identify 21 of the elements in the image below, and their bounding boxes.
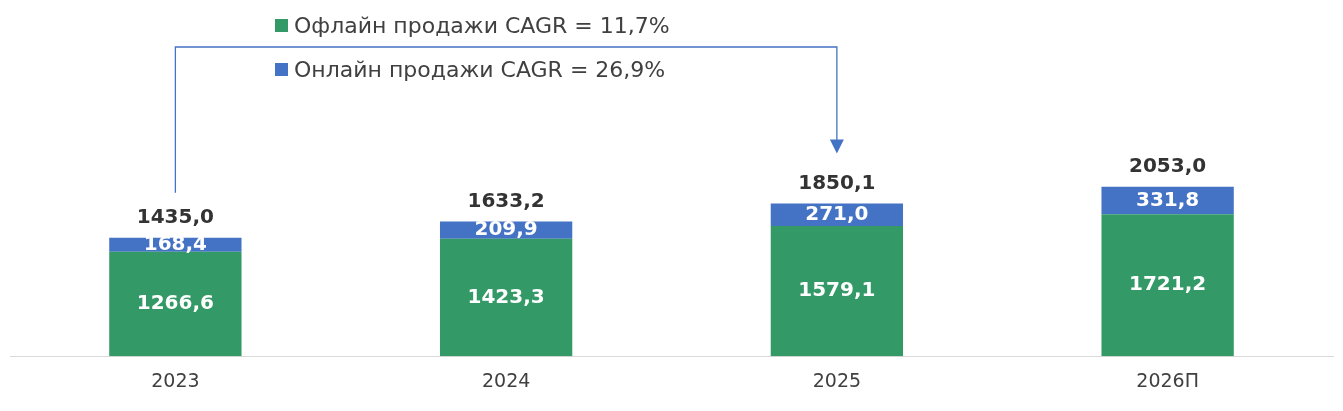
legend-label: Онлайн продажи CAGR = 26,9% <box>294 56 666 82</box>
data-label: 1266,6 <box>136 290 214 315</box>
bar <box>439 238 573 357</box>
bar <box>109 251 242 357</box>
data-label: 271,0 <box>805 200 869 225</box>
bar <box>770 225 904 357</box>
total-label: 1850,1 <box>798 169 876 194</box>
x-tick-label: 2024 <box>481 368 531 391</box>
data-label: 1579,1 <box>798 277 876 302</box>
x-tick-label: 2026П <box>1136 368 1199 391</box>
data-label: 1423,3 <box>467 283 545 308</box>
x-tick-label: 2025 <box>812 368 862 391</box>
data-label: 331,8 <box>1135 186 1200 211</box>
total-label: 1435,0 <box>136 204 214 229</box>
data-label: 209,9 <box>474 216 538 241</box>
bar <box>1101 214 1234 357</box>
total-label: 1633,2 <box>467 187 545 212</box>
data-label: 1721,2 <box>1129 271 1207 296</box>
total-label: 2053,0 <box>1129 153 1207 178</box>
legend-label: Офлайн продажи CAGR = 11,7% <box>294 12 670 38</box>
x-tick-label: 2023 <box>151 368 200 391</box>
